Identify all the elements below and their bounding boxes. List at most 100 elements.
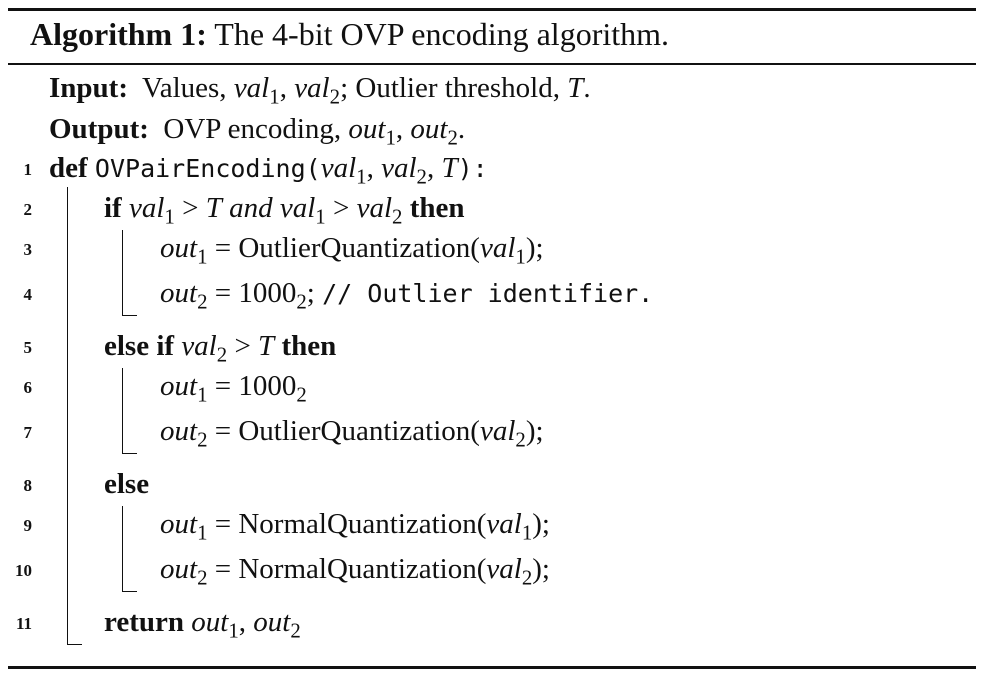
else-scope-foot: [122, 591, 137, 592]
semicolon: ;: [306, 277, 315, 309]
output-line: Output: OVP encoding, out1, out2.: [49, 111, 466, 150]
code-line-9: out1 = NormalQuantization(val1);: [160, 506, 550, 545]
input-val-2: val: [294, 72, 330, 104]
line-number: 8: [23, 476, 33, 495]
input-label: Input:: [49, 72, 128, 104]
var-out: out: [191, 606, 229, 638]
def-scope-foot: [67, 644, 82, 645]
keyword-then: then: [409, 192, 465, 224]
sub-1: 1: [228, 618, 239, 643]
if-scope-foot: [122, 315, 137, 316]
line-number: 1: [23, 160, 33, 179]
code-line-7: out2 = OutlierQuantization(val2);: [160, 413, 544, 452]
close-colon: ):: [457, 154, 488, 183]
sub-1: 1: [164, 204, 175, 229]
bottom-rule: [8, 666, 976, 669]
output-label: Output:: [49, 113, 149, 145]
caption-label: Algorithm 1:: [30, 16, 207, 52]
var-out: out: [160, 232, 198, 264]
code-line-4: out2 = 10002; // Outlier identifier.: [160, 275, 653, 314]
code-line-8: else: [104, 466, 149, 502]
constant: 1000: [238, 277, 297, 309]
var-out: out: [253, 606, 291, 638]
line-number: 6: [23, 378, 33, 397]
close-semi: );: [532, 553, 550, 585]
keyword-else-if: else if: [104, 330, 175, 362]
param-val-1: val: [320, 152, 357, 184]
sub-2: 2: [416, 164, 427, 189]
code-line-6: out1 = 10002: [160, 368, 307, 407]
var-val: val: [479, 415, 516, 447]
keyword-then: then: [281, 330, 337, 362]
code-line-10: out2 = NormalQuantization(val2);: [160, 551, 550, 590]
constant: 1000: [238, 370, 297, 402]
input-values-text: Values,: [141, 72, 227, 104]
sub-2: 2: [392, 204, 403, 229]
output-sub-2: 2: [447, 125, 458, 150]
code-line-3: out1 = OutlierQuantization(val1);: [160, 230, 544, 269]
var-T: T: [258, 330, 275, 362]
line-number: 4: [23, 285, 33, 304]
sub-1: 1: [356, 164, 367, 189]
close-semi: );: [525, 415, 544, 447]
op-eq: =: [214, 232, 232, 264]
var-out: out: [160, 370, 198, 402]
var-val: val: [486, 508, 522, 540]
function-name: OVPairEncoding(: [94, 154, 321, 183]
comma: ,: [238, 606, 247, 638]
sub-2: 2: [290, 618, 301, 643]
if-scope-bar: [122, 230, 123, 315]
input-val-1: val: [233, 72, 270, 104]
var-val: val: [181, 330, 217, 362]
top-rule: [8, 8, 976, 11]
close-semi: );: [525, 232, 544, 264]
sub-1: 1: [315, 204, 326, 229]
input-line: Input: Values, val1, val2; Outlier thres…: [49, 70, 591, 109]
def-scope-bar: [67, 187, 68, 644]
constant-sub: 2: [296, 289, 307, 314]
op-gt: >: [234, 330, 251, 362]
var-val: val: [356, 192, 393, 224]
input-sep-1: ,: [279, 72, 287, 104]
var-val: val: [486, 553, 522, 585]
sub-2: 2: [521, 565, 533, 590]
var-out: out: [160, 553, 198, 585]
code-line-1: def OVPairEncoding(val1, val2, T):: [49, 150, 488, 189]
line-number: 10: [15, 561, 32, 580]
elseif-scope-foot: [122, 453, 137, 454]
output-end: .: [457, 113, 466, 145]
input-T: T: [567, 72, 584, 104]
op-eq: =: [214, 415, 232, 447]
keyword-else: else: [104, 468, 150, 500]
constant-sub: 2: [296, 382, 307, 407]
close-semi: );: [532, 508, 550, 540]
line-number: 11: [15, 614, 32, 633]
input-sub-1: 1: [269, 84, 280, 109]
keyword-return: return: [104, 606, 185, 638]
line-number: 3: [23, 240, 33, 259]
op-eq: =: [214, 277, 232, 309]
sub-2: 2: [197, 289, 208, 314]
var-out: out: [160, 415, 198, 447]
var-T: T: [205, 192, 222, 224]
keyword-def: def: [49, 152, 88, 184]
output-text: OVP encoding,: [163, 113, 342, 145]
param-val-2: val: [381, 152, 417, 184]
normal-quantization: NormalQuantization(: [238, 553, 487, 585]
input-sep-2: ;: [340, 72, 349, 104]
param-T: T: [441, 152, 458, 184]
input-end: .: [583, 72, 591, 104]
keyword-and: and: [229, 192, 273, 224]
line-number: 9: [23, 516, 33, 535]
sub-1: 1: [521, 520, 533, 545]
code-line-2: if val1 > T and val1 > val2 then: [104, 190, 465, 229]
op-eq: =: [214, 508, 232, 540]
sub-2: 2: [216, 342, 228, 367]
output-out-2: out: [410, 113, 448, 145]
sub-1: 1: [197, 244, 208, 269]
output-sub-1: 1: [385, 125, 396, 150]
output-sep: ,: [395, 113, 404, 145]
sub-2: 2: [515, 427, 526, 452]
line-number: 7: [23, 423, 33, 442]
line-number: 2: [23, 200, 33, 219]
